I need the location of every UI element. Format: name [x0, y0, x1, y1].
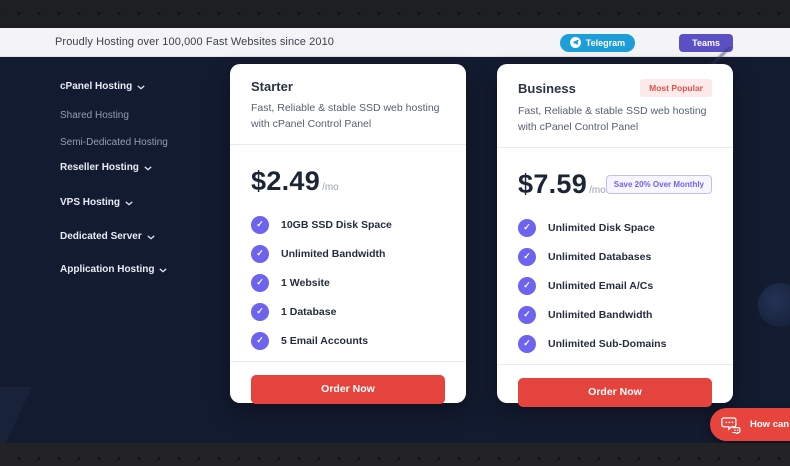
bottom-dotted-strip: [0, 443, 790, 466]
feature-item: ✓ 1 Website: [251, 273, 445, 292]
sidebar-item-label: Semi-Dedicated Hosting: [60, 137, 168, 148]
order-now-button-starter[interactable]: Order Now: [251, 374, 445, 404]
sidebar-item-label: Application Hosting: [60, 264, 155, 275]
feature-item: ✓ Unlimited Disk Space: [518, 218, 712, 237]
chat-label: How can we: [750, 419, 790, 430]
pricing-card-business: Business Most Popular Fast, Reliable & s…: [497, 64, 733, 407]
plan-price: $7.59: [518, 168, 588, 199]
divider: [497, 363, 733, 365]
sidebar-item-cpanel-hosting[interactable]: cPanel Hosting: [60, 81, 145, 92]
check-icon: ✓: [251, 331, 269, 350]
plan-period: /mo: [589, 184, 606, 196]
sidebar-item-label: Dedicated Server: [60, 231, 142, 242]
announcement-text: Proudly Hosting over 100,000 Fast Websit…: [55, 36, 335, 48]
feature-item: ✓ 5 Email Accounts: [251, 331, 445, 350]
feature-label: 10GB SSD Disk Space: [281, 218, 392, 231]
pricing-card-starter: Starter Fast, Reliable & stable SSD web …: [230, 64, 466, 404]
check-icon: ✓: [251, 244, 269, 263]
check-icon: ✓: [251, 215, 269, 234]
feature-label: Unlimited Bandwidth: [281, 247, 386, 260]
sidebar-item-shared-hosting[interactable]: Shared Hosting: [60, 110, 129, 121]
feature-label: Unlimited Email A/Cs: [548, 279, 654, 292]
plan-description: Fast, Reliable & stable SSD web hosting …: [518, 105, 707, 133]
plan-description: Fast, Reliable & stable SSD web hosting …: [251, 102, 440, 130]
feature-label: Unlimited Databases: [548, 250, 652, 263]
feature-item: ✓ Unlimited Sub-Domains: [518, 334, 712, 353]
sidebar-item-vps-hosting[interactable]: VPS Hosting: [60, 197, 133, 208]
chevron-down-icon: [144, 165, 152, 171]
feature-label: Unlimited Bandwidth: [548, 308, 653, 321]
main-area: cPanel Hosting Shared Hosting Semi-Dedic…: [0, 47, 790, 466]
plan-period: /mo: [322, 181, 339, 193]
feature-label: 1 Website: [281, 276, 330, 289]
order-now-button-business[interactable]: Order Now: [518, 377, 712, 407]
sidebar-item-application-hosting[interactable]: Application Hosting: [60, 264, 168, 275]
plan-price: $2.49: [251, 165, 321, 196]
live-chat-widget[interactable]: How can we: [710, 408, 790, 441]
check-icon: ✓: [518, 276, 536, 295]
check-icon: ✓: [518, 247, 536, 266]
chevron-down-icon: [125, 200, 133, 206]
feature-label: 1 Database: [281, 305, 337, 318]
sidebar-item-label: VPS Hosting: [60, 197, 121, 208]
sidebar-item-label: Reseller Hosting: [60, 162, 139, 173]
feature-item: ✓ 1 Database: [251, 302, 445, 321]
chat-bubbles-icon: [721, 416, 741, 434]
feature-list: ✓ Unlimited Disk Space ✓ Unlimited Datab…: [518, 218, 712, 353]
feature-item: ✓ Unlimited Databases: [518, 247, 712, 266]
check-icon: ✓: [518, 305, 536, 324]
sidebar-item-reseller-hosting[interactable]: Reseller Hosting: [60, 162, 152, 173]
feature-label: Unlimited Sub-Domains: [548, 337, 667, 350]
circle-decoration: [758, 283, 790, 327]
feature-item: ✓ Unlimited Bandwidth: [251, 244, 445, 263]
chevron-down-icon: [137, 84, 145, 90]
divider: [230, 360, 466, 362]
feature-item: ✓ 10GB SSD Disk Space: [251, 215, 445, 234]
check-icon: ✓: [518, 218, 536, 237]
feature-item: ✓ Unlimited Email A/Cs: [518, 276, 712, 295]
sidebar-item-dedicated-server[interactable]: Dedicated Server: [60, 231, 155, 242]
chevron-down-icon: [147, 234, 155, 240]
sidebar-item-semi-dedicated-hosting[interactable]: Semi-Dedicated Hosting: [60, 137, 168, 148]
announcement-bar: Proudly Hosting over 100,000 Fast Websit…: [0, 28, 790, 57]
check-icon: ✓: [251, 302, 269, 321]
check-icon: ✓: [518, 334, 536, 353]
check-icon: ✓: [251, 273, 269, 292]
telegram-icon: [569, 37, 581, 48]
most-popular-badge: Most Popular: [640, 79, 712, 97]
feature-list: ✓ 10GB SSD Disk Space ✓ Unlimited Bandwi…: [251, 215, 445, 350]
feature-label: Unlimited Disk Space: [548, 221, 655, 234]
plan-name: Business: [518, 80, 576, 96]
feature-label: 5 Email Accounts: [281, 334, 369, 347]
divider: [230, 143, 466, 145]
plan-name: Starter: [251, 79, 293, 94]
teams-button-label: Teams: [692, 37, 720, 48]
telegram-button-label: Telegram: [585, 37, 626, 48]
save-badge: Save 20% Over Monthly: [605, 174, 713, 194]
feature-item: ✓ Unlimited Bandwidth: [518, 305, 712, 324]
top-dotted-strip: [0, 0, 790, 28]
divider: [497, 146, 733, 148]
sidebar-item-label: cPanel Hosting: [60, 81, 133, 92]
chevron-down-icon: [159, 267, 168, 273]
sidebar-item-label: Shared Hosting: [60, 110, 129, 121]
